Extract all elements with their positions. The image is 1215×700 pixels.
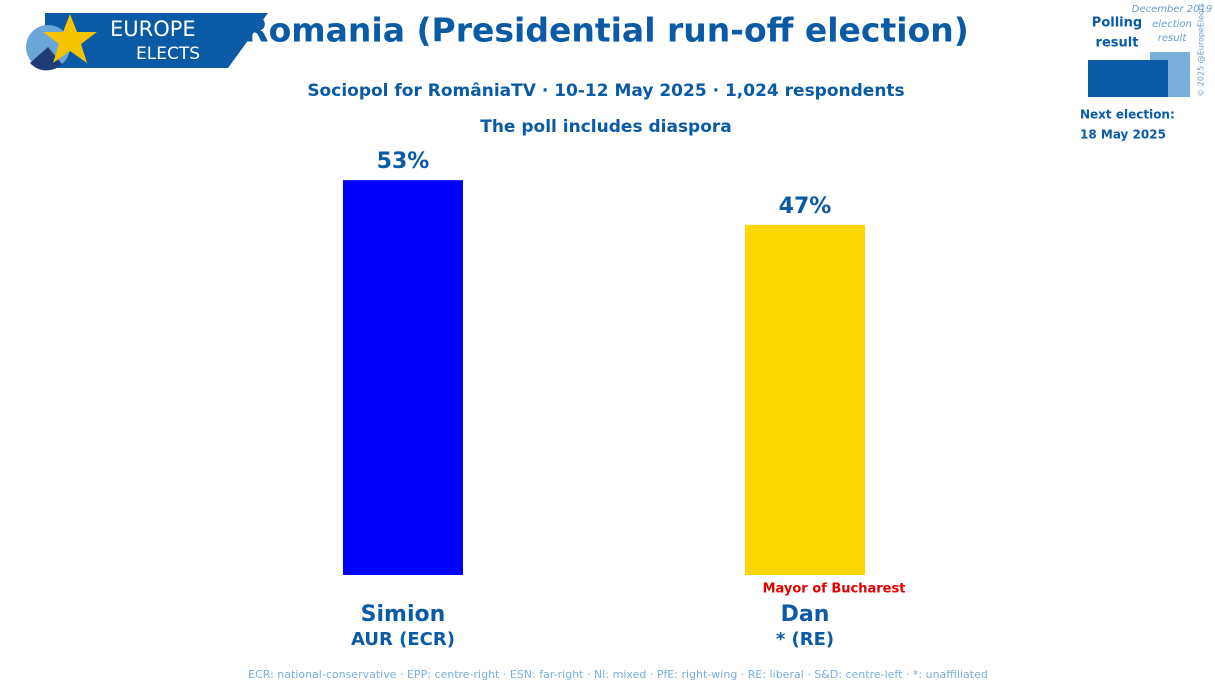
footer: ECR: national-conservative · EPP: centre… <box>248 668 988 681</box>
x-tick-label: Simion <box>361 602 446 627</box>
legend-label: December 2019 <box>1132 4 1212 15</box>
annotation: Mayor of Bucharest <box>763 582 906 597</box>
logo-band <box>45 13 268 68</box>
legend-label: election <box>1152 19 1192 30</box>
bar <box>343 180 463 575</box>
note: The poll includes diaspora <box>480 117 732 137</box>
legend-label: Polling <box>1092 16 1142 31</box>
next-election-date: 18 May 2025 <box>1080 128 1166 142</box>
logo: EUROPE ELECTS <box>26 13 268 71</box>
next-election-label: Next election: <box>1080 108 1175 122</box>
logo-text: EUROPE <box>110 17 196 41</box>
legend-label: result <box>1096 36 1139 51</box>
legend-swatch-polling <box>1088 60 1168 97</box>
logo-slice <box>30 47 62 71</box>
party-label: * (RE) <box>776 629 834 650</box>
x-tick-label: Dan <box>781 602 830 627</box>
bar <box>745 224 865 575</box>
logo-text: ELECTS <box>136 44 200 64</box>
copyright: © 2025 @EuropeElects <box>1197 3 1206 96</box>
party-label: AUR (ECR) <box>351 629 455 650</box>
chart-title: Romania (Presidential run-off election) <box>243 11 969 50</box>
value-label: 53% <box>377 149 430 174</box>
legend-label: result <box>1158 33 1188 44</box>
value-label: 47% <box>779 194 832 219</box>
legend: Polling result December 2019 election re… <box>1088 3 1212 97</box>
chart-subtitle: Sociopol for RomâniaTV · 10-12 May 2025 … <box>307 81 904 101</box>
logo-star <box>43 14 97 63</box>
